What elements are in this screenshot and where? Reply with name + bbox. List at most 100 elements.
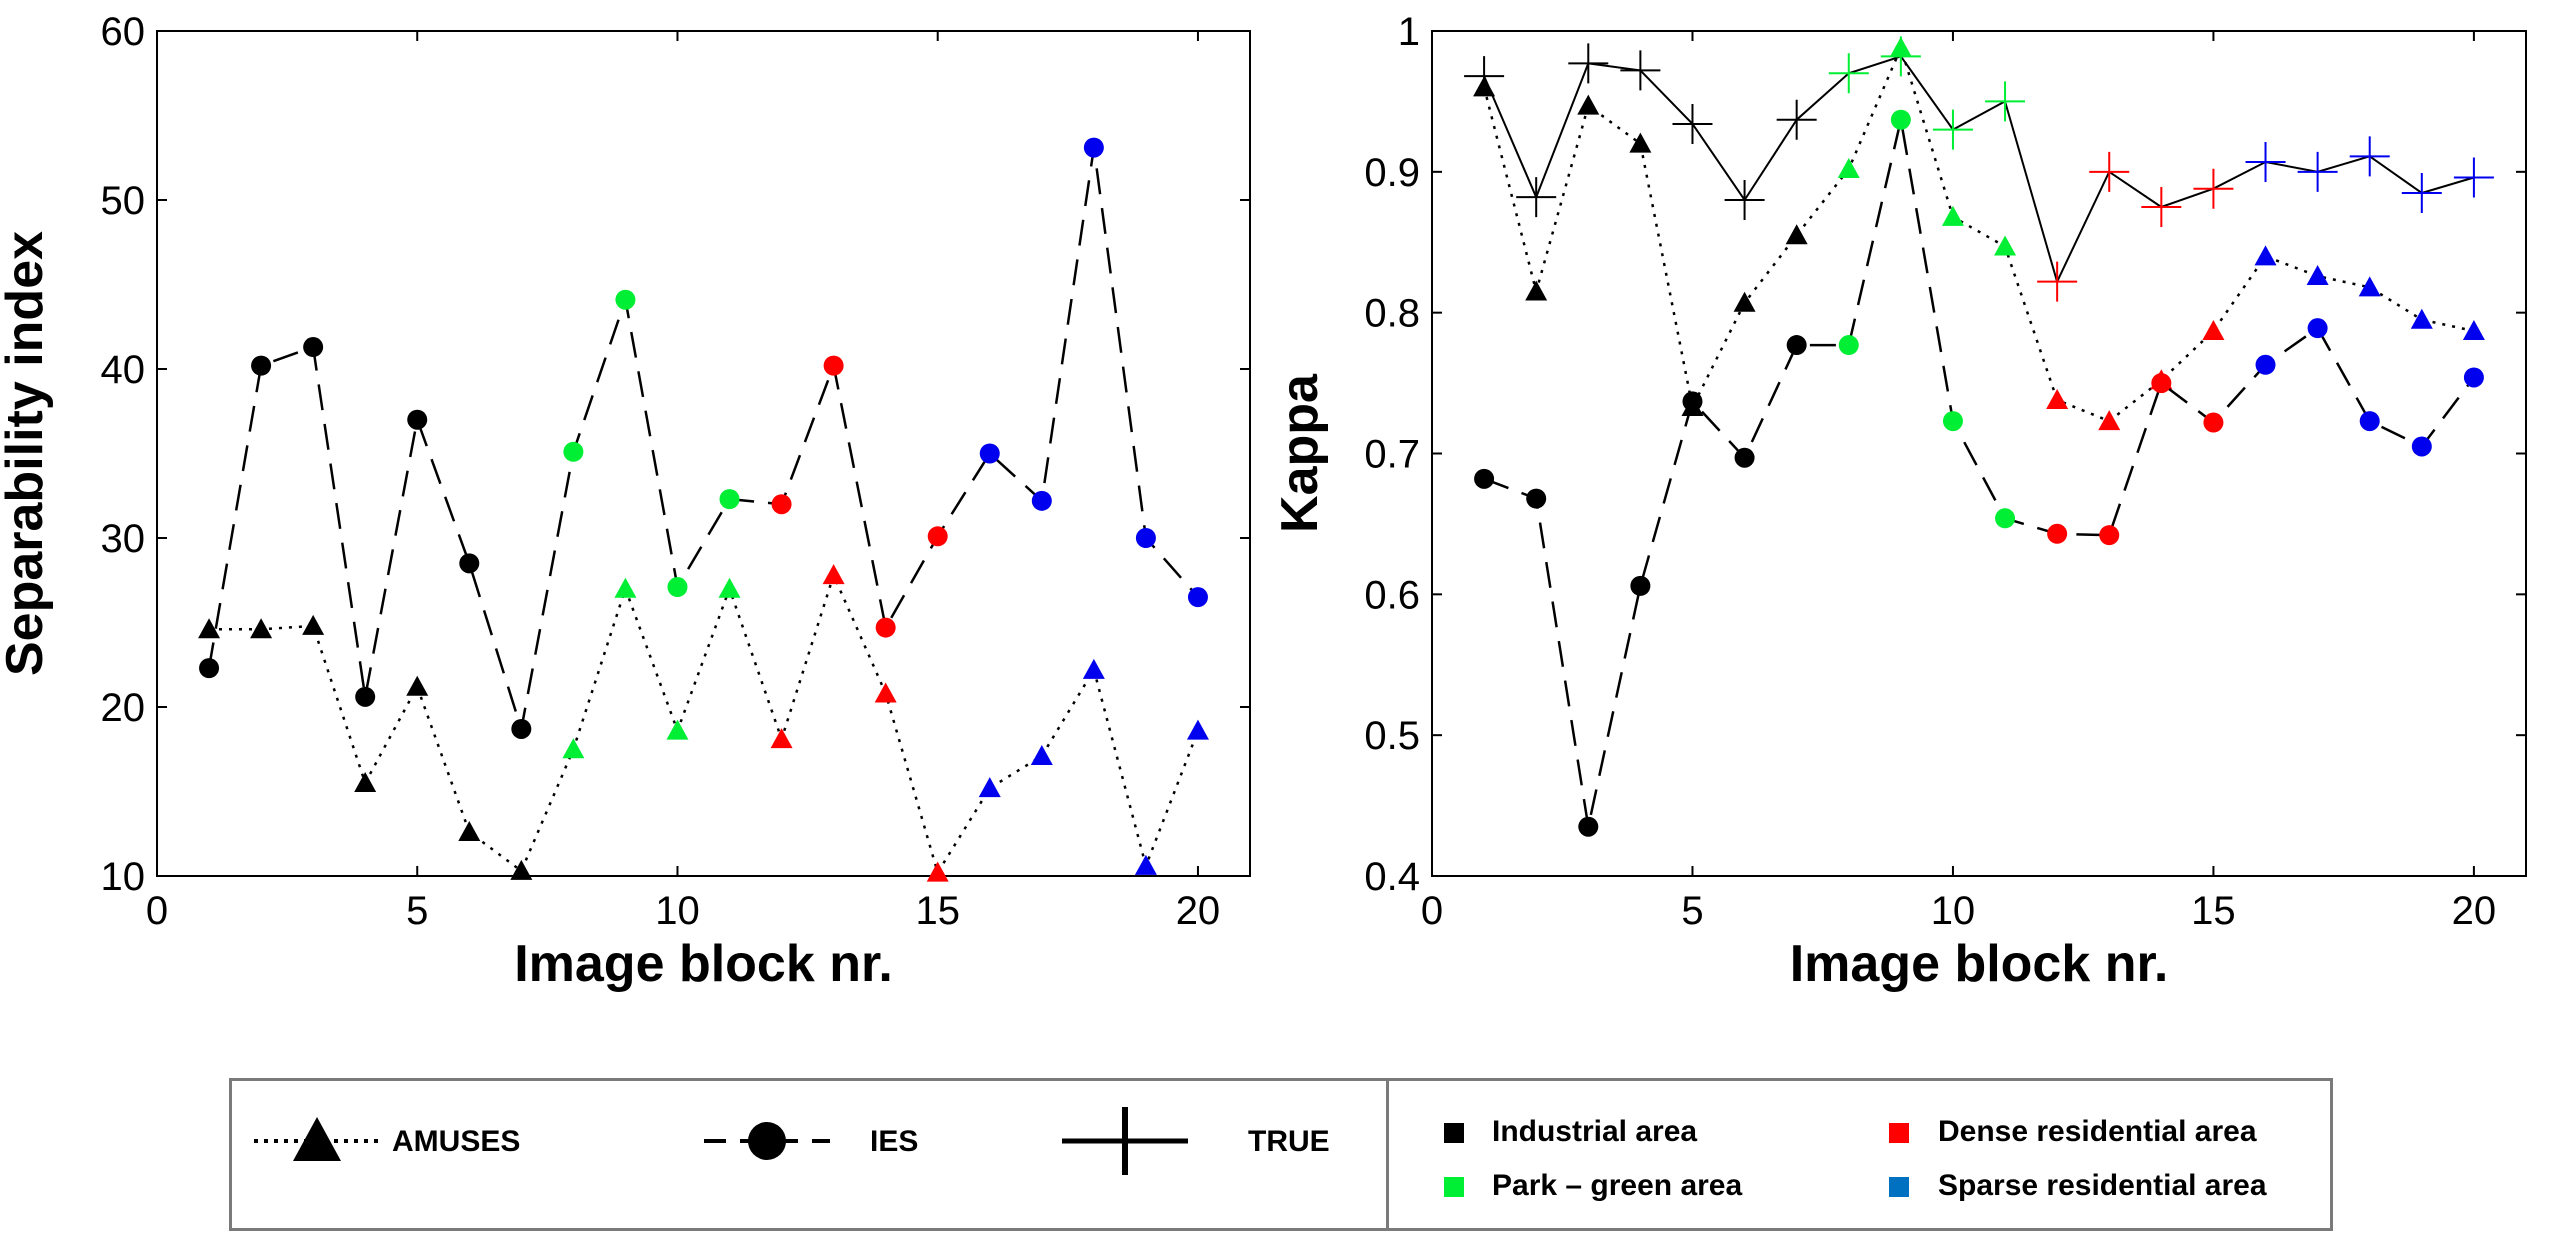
- ies-point: [2307, 318, 2328, 339]
- legend-sparse-swatch: [1889, 1177, 1909, 1197]
- true-point: [1620, 50, 1661, 91]
- legend: AMUSES IES TRUE Industrial area Dense re…: [229, 1078, 2333, 1231]
- true-point: [2141, 187, 2182, 228]
- amuses-point: [1186, 719, 1209, 740]
- true-point: [2453, 157, 2494, 198]
- amuses-point: [1889, 36, 1912, 57]
- y-tick-label: 0.8: [1364, 292, 1420, 336]
- ies-point: [2047, 523, 2068, 544]
- amuses-point: [2098, 410, 2121, 431]
- ies-point: [615, 289, 636, 310]
- true-point: [1516, 177, 1557, 218]
- ies-point: [2255, 354, 2276, 375]
- y-axis-label: Kappa: [1271, 373, 1329, 533]
- amuses-point: [718, 577, 741, 598]
- legend-industrial-swatch: [1444, 1123, 1464, 1143]
- y-tick-label: 50: [101, 179, 146, 223]
- ies-point: [1786, 335, 1807, 356]
- amuses-point: [2046, 388, 2069, 409]
- amuses-line: [1482, 44, 2475, 423]
- ies-point: [303, 337, 324, 358]
- ies-point: [771, 494, 792, 515]
- ies-line: [1483, 119, 2475, 827]
- amuses-point: [2358, 276, 2381, 297]
- ies-point: [1135, 528, 1156, 548]
- y-axis-label: Separability index: [0, 231, 54, 676]
- x-tick-label: 10: [1931, 889, 1976, 933]
- ies-point: [2203, 412, 2224, 433]
- legend-ies-symbol: [704, 1122, 830, 1160]
- amuses-point: [926, 861, 949, 882]
- amuses-point: [2254, 245, 2277, 266]
- amuses-point: [458, 821, 481, 842]
- ies-point: [1942, 411, 1963, 432]
- amuses-point: [2462, 319, 2485, 340]
- true-point: [1828, 53, 1869, 94]
- amuses-point: [1525, 280, 1548, 301]
- y-tick-label: 20: [101, 686, 146, 730]
- true-point: [1672, 103, 1713, 144]
- x-tick-label: 20: [1176, 889, 1221, 933]
- ies-point: [2359, 411, 2380, 432]
- x-tick-label: 15: [915, 889, 960, 933]
- x-axis-label: Image block nr.: [1790, 935, 2169, 993]
- y-tick-label: 40: [101, 348, 146, 392]
- amuses-point: [302, 614, 325, 635]
- amuses-point: [2202, 319, 2225, 340]
- ies-point: [1890, 109, 1911, 130]
- y-tick-label: 0.6: [1364, 573, 1420, 617]
- plot-frame: [156, 30, 1251, 877]
- amuses-point: [406, 675, 429, 696]
- ies-point: [2411, 436, 2432, 457]
- amuses-point: [510, 859, 533, 880]
- ies-point: [1187, 587, 1208, 608]
- true-point: [1724, 180, 1765, 220]
- true-point: [2401, 172, 2442, 213]
- legend-dense-label: Dense residential area: [1938, 1115, 2257, 1148]
- ies-point: [1083, 137, 1104, 158]
- true-point: [2245, 141, 2286, 182]
- ies-point: [2463, 367, 2484, 388]
- ies-point: [1031, 490, 1052, 511]
- legend-dense-swatch: [1889, 1123, 1909, 1143]
- amuses-line: [209, 571, 1200, 876]
- ies-point: [407, 409, 428, 430]
- amuses-point: [354, 772, 377, 793]
- amuses-point: [1134, 854, 1157, 875]
- ies-point: [1630, 575, 1651, 596]
- y-tick-label: 0.7: [1364, 433, 1420, 477]
- x-tick-label: 5: [1681, 889, 1703, 933]
- legend-amuses-symbol: [254, 1117, 380, 1161]
- ies-point: [667, 577, 688, 598]
- amuses-point: [770, 728, 793, 749]
- y-tick-label: 0.5: [1364, 714, 1420, 758]
- legend-divider: [1386, 1081, 1389, 1228]
- ies-point: [1526, 488, 1547, 509]
- x-tick-label: 10: [655, 889, 700, 933]
- true-point: [2193, 168, 2234, 209]
- legend-park-swatch: [1444, 1177, 1464, 1197]
- ies-point: [823, 355, 844, 376]
- ies-point: [979, 443, 1000, 464]
- amuses-point: [1030, 745, 1053, 766]
- amuses-point: [666, 719, 689, 740]
- amuses-point: [198, 618, 221, 639]
- true-point: [1568, 43, 1609, 84]
- y-tick-label: 30: [101, 517, 146, 561]
- true-point: [1932, 109, 1973, 150]
- legend-park-label: Park – green area: [1492, 1169, 1743, 1202]
- legend-sparse-label: Sparse residential area: [1938, 1169, 2267, 1202]
- amuses-point: [1629, 132, 1652, 153]
- x-tick-label: 20: [2452, 889, 2497, 933]
- kappa-chart: 0 5 10 15 20 0.4 0.5 0.6 0.7 0.8 0.9 1 Image block n…: [1271, 10, 2527, 993]
- ies-point: [1682, 391, 1703, 412]
- y-tick-label: 1: [1398, 10, 1420, 54]
- amuses-point: [874, 682, 897, 703]
- amuses-point: [1785, 224, 1808, 245]
- ies-line: [207, 147, 1199, 730]
- ies-point: [511, 718, 532, 739]
- ies-point: [1578, 816, 1599, 837]
- amuses-point: [978, 777, 1001, 798]
- ies-point: [2099, 525, 2120, 546]
